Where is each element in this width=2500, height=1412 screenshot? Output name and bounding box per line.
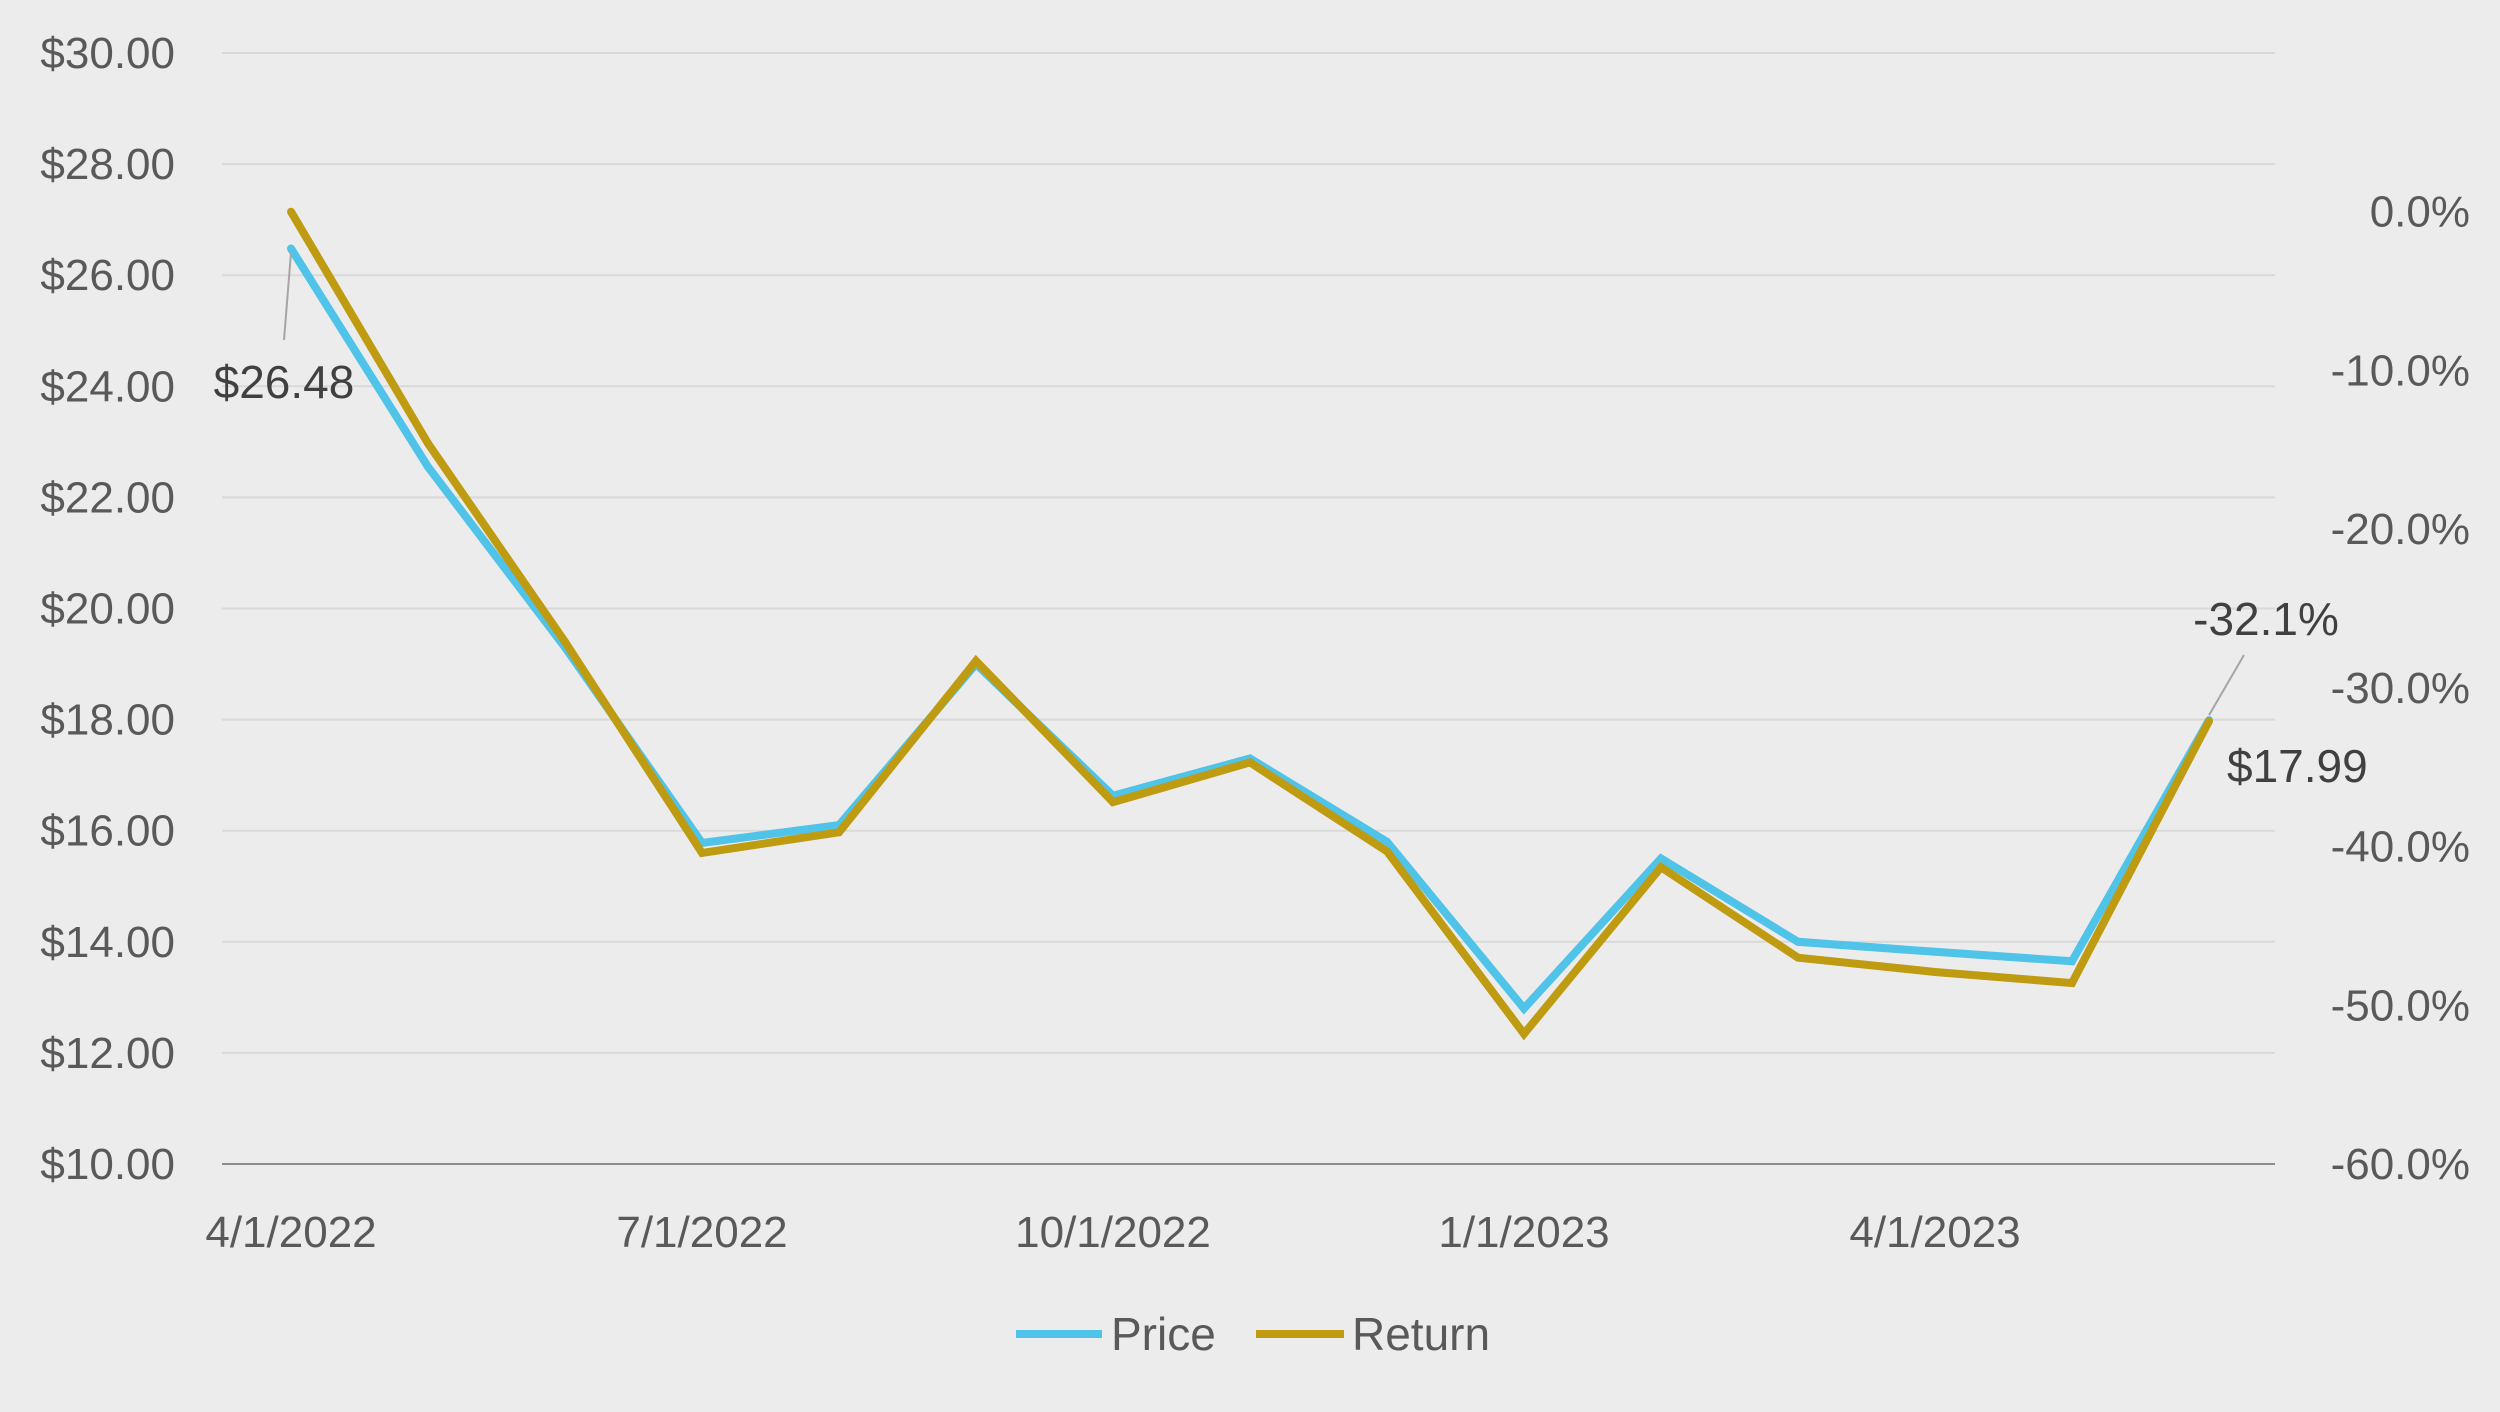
y-right-tick-label: -50.0%	[2331, 981, 2470, 1030]
x-tick-label: 1/1/2023	[1438, 1208, 1609, 1257]
x-tick-label: 7/1/2022	[616, 1208, 787, 1257]
left-axis: $30.00 $28.00 $26.00 $24.00 $22.00 $20.00 $18.…	[40, 29, 175, 1189]
data-point-return	[424, 439, 432, 448]
data-labels: $26.48 $17.99 -32.1%	[214, 252, 2368, 792]
data-point-return	[1383, 847, 1391, 856]
y-left-tick-label: $10.00	[40, 1140, 175, 1189]
data-label-price-end: $17.99	[2227, 740, 2368, 792]
data-point-return	[2068, 979, 2076, 988]
data-point-price	[2068, 957, 2076, 966]
data-point-price	[424, 462, 432, 471]
data-point-return	[835, 828, 843, 837]
y-left-tick-label: $20.00	[40, 585, 175, 634]
y-left-tick-label: $14.00	[40, 918, 175, 967]
data-point-price	[1794, 937, 1802, 946]
series-line-price	[287, 246, 2213, 1015]
data-point-return	[1246, 758, 1254, 767]
y-left-tick-label: $12.00	[40, 1029, 175, 1078]
y-right-tick-label: -20.0%	[2331, 505, 2470, 554]
y-right-tick-label: -30.0%	[2331, 664, 2470, 713]
series-line-return	[287, 209, 2213, 1041]
data-point-return	[1657, 863, 1665, 872]
data-point-price	[1383, 837, 1391, 846]
y-left-tick-label: $30.00	[40, 29, 175, 78]
y-right-tick-label: 0.0%	[2370, 188, 2470, 237]
data-point-price	[287, 244, 295, 253]
leader-line-return-end	[2208, 654, 2245, 716]
y-left-tick-label: $22.00	[40, 473, 175, 522]
data-point-return	[698, 848, 706, 857]
x-axis: 4/1/2022 7/1/2022 10/1/2022 1/1/2023 4/1/202…	[205, 1208, 2020, 1257]
data-point-price	[1931, 947, 1939, 956]
y-right-tick-label: -10.0%	[2331, 346, 2470, 395]
legend: Price Return	[1016, 1308, 1490, 1360]
data-point-price	[1657, 854, 1665, 863]
y-left-tick-label: $26.00	[40, 251, 175, 300]
data-point-return	[972, 656, 980, 665]
y-left-tick-label: $24.00	[40, 362, 175, 411]
y-left-tick-label: $28.00	[40, 140, 175, 189]
legend-label-price: Price	[1111, 1308, 1216, 1360]
x-tick-label: 4/1/2023	[1849, 1208, 2020, 1257]
data-point-return	[2205, 717, 2213, 726]
data-point-return	[1931, 967, 1939, 976]
data-point-return	[1794, 953, 1802, 962]
legend-label-return: Return	[1352, 1308, 1490, 1360]
series-lines	[287, 207, 2213, 1041]
leader-line-price-start	[283, 252, 292, 341]
x-tick-label: 4/1/2022	[205, 1208, 376, 1257]
x-tick-label: 10/1/2022	[1015, 1208, 1211, 1257]
y-left-tick-label: $18.00	[40, 696, 175, 745]
y-right-tick-label: -40.0%	[2331, 823, 2470, 872]
data-point-return	[1520, 1029, 1528, 1038]
y-right-tick-label: -60.0%	[2331, 1140, 2470, 1189]
data-point-return	[1109, 798, 1117, 807]
gridlines	[222, 52, 2275, 1165]
data-point-return	[561, 637, 569, 646]
y-left-tick-label: $16.00	[40, 807, 175, 856]
data-label-price-start: $26.48	[214, 356, 355, 408]
data-label-return-end: -32.1%	[2193, 593, 2339, 645]
data-point-return	[287, 207, 295, 216]
data-point-price	[1520, 1004, 1528, 1013]
right-axis: 0.0% -10.0% -20.0% -30.0% -40.0% -50.0% -60.0%	[2331, 188, 2470, 1189]
